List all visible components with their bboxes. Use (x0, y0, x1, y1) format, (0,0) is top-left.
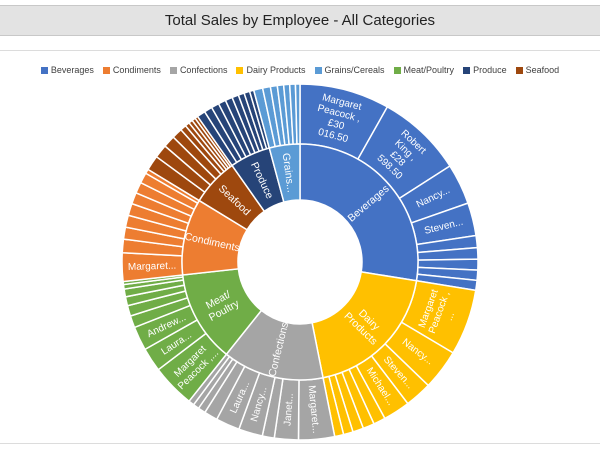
legend-label: Beverages (50, 65, 94, 75)
chart-title: Total Sales by Employee - All Categories (164, 12, 436, 29)
legend-item-meat-poultry[interactable]: Meat/Poultry (393, 63, 455, 77)
category-slice-grains-cereals[interactable] (268, 143, 301, 204)
legend-swatch (463, 66, 471, 74)
legend-item-dairy-products[interactable]: Dairy Products (236, 63, 306, 77)
category-slice-beverages[interactable] (299, 143, 419, 282)
legend-label: Meat/Poultry (403, 65, 455, 75)
legend-swatch (169, 66, 177, 74)
legend-swatch (236, 66, 244, 74)
legend-label: Seafood (525, 65, 560, 75)
legend-label: Condiments (112, 65, 161, 75)
legend-swatch (515, 66, 523, 74)
legend-item-grains-cereals[interactable]: Grains/Cereals (314, 63, 385, 77)
chart-legend: Beverages Condiments Confections Dairy Prod… (0, 63, 600, 77)
category-label: Grains... (280, 152, 297, 193)
legend-swatch (102, 66, 110, 74)
legend-item-produce[interactable]: Produce (463, 63, 507, 77)
employee-label: Janet... (282, 393, 295, 427)
chart-title-bar: Total Sales by Employee - All Categories (0, 5, 600, 36)
legend-swatch (393, 66, 401, 74)
legend-label: Grains/Cereals (324, 65, 385, 75)
category-ring (181, 143, 419, 381)
legend-swatch (314, 66, 322, 74)
legend-item-confections[interactable]: Confections (169, 63, 228, 77)
employee-label: Margaret... (306, 385, 321, 434)
legend-label: Produce (473, 65, 507, 75)
legend-swatch (40, 66, 48, 74)
employee-ring (121, 83, 479, 441)
employee-slice[interactable] (294, 83, 301, 145)
legend-item-beverages[interactable]: Beverages (40, 63, 94, 77)
employee-label: MargaretPeacock ,£30016.50 (310, 91, 364, 146)
chart-area (0, 50, 600, 444)
employee-label: Margaret... (128, 260, 177, 272)
legend-item-condiments[interactable]: Condiments (102, 63, 161, 77)
legend-label: Dairy Products (246, 65, 306, 75)
legend-label: Confections (179, 65, 228, 75)
legend-item-seafood[interactable]: Seafood (515, 63, 560, 77)
